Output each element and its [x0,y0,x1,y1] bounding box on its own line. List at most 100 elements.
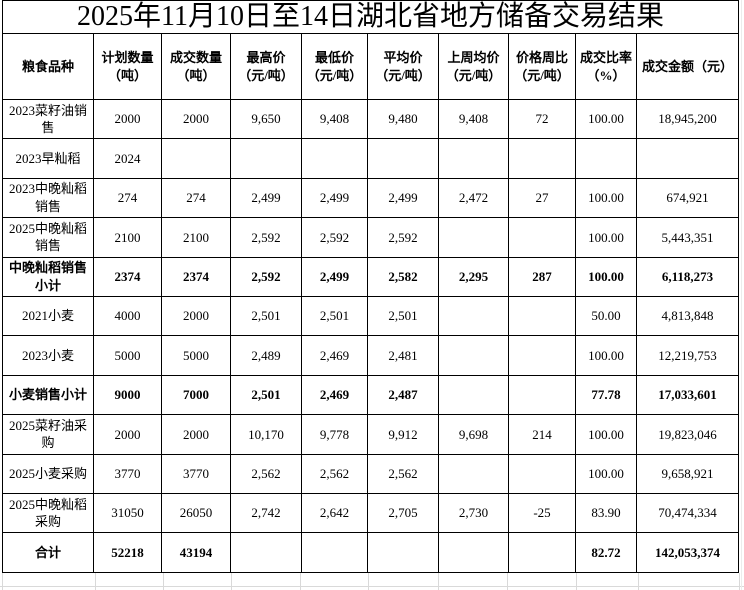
value-cell[interactable]: 2,562 [367,453,439,494]
variety-cell[interactable]: 2025中晚籼稻 采购 [2,492,94,534]
variety-cell[interactable]: 2025中晚籼稻 销售 [2,217,94,258]
value-cell[interactable]: 70,474,334 [636,492,739,534]
column-header[interactable]: 成交比率 （%） [575,33,637,100]
value-cell[interactable]: 2,501 [230,374,302,416]
variety-cell[interactable]: 2023菜籽油销 售 [2,98,94,140]
table-title[interactable]: 2025年11月10日至14日湖北省地方储备交易结果 [2,0,739,33]
column-header[interactable]: 平均价 （元/吨） [367,33,439,100]
variety-cell[interactable]: 2025小麦采购 [2,453,94,494]
variety-cell[interactable]: 合计 [2,532,94,573]
column-header[interactable]: 最低价 （元/吨） [301,33,368,100]
value-cell[interactable] [508,138,576,179]
value-cell[interactable]: 2000 [161,295,231,337]
value-cell[interactable]: 12,219,753 [636,335,739,376]
value-cell[interactable]: 18,945,200 [636,98,739,140]
value-cell[interactable]: 9,650 [230,98,302,140]
value-cell[interactable] [508,217,576,258]
column-header[interactable]: 价格周比 （元/吨） [508,33,576,100]
value-cell[interactable]: 2000 [161,414,231,455]
value-cell[interactable]: 2100 [161,217,231,258]
value-cell[interactable] [438,295,509,337]
column-header[interactable]: 粮食品种 [2,33,94,100]
value-cell[interactable]: 2,582 [367,256,439,297]
value-cell[interactable]: 4000 [93,295,162,337]
value-cell[interactable] [438,217,509,258]
value-cell[interactable]: 52218 [93,532,162,573]
value-cell[interactable]: 2,481 [367,335,439,376]
value-cell[interactable]: 2,592 [301,217,368,258]
column-header[interactable]: 上周均价 （元/吨） [438,33,509,100]
value-cell[interactable] [367,138,439,179]
value-cell[interactable]: 2,487 [367,374,439,416]
value-cell[interactable]: 2000 [93,98,162,140]
value-cell[interactable]: 31050 [93,492,162,534]
value-cell[interactable]: 2,592 [367,217,439,258]
value-cell[interactable]: 2,499 [301,177,368,219]
value-cell[interactable] [301,138,368,179]
value-cell[interactable]: 2000 [161,98,231,140]
variety-cell[interactable]: 小麦销售小计 [2,374,94,416]
value-cell[interactable] [230,532,302,573]
value-cell[interactable]: 100.00 [575,414,637,455]
value-cell[interactable]: 2,501 [367,295,439,337]
value-cell[interactable] [438,335,509,376]
value-cell[interactable]: 82.72 [575,532,637,573]
value-cell[interactable]: 2,295 [438,256,509,297]
value-cell[interactable]: 2,501 [230,295,302,337]
value-cell[interactable]: 2,469 [301,374,368,416]
value-cell[interactable]: 2,562 [230,453,302,494]
value-cell[interactable] [508,374,576,416]
value-cell[interactable] [575,138,637,179]
value-cell[interactable]: 2,742 [230,492,302,534]
value-cell[interactable]: 2374 [93,256,162,297]
value-cell[interactable] [367,532,439,573]
value-cell[interactable]: 19,823,046 [636,414,739,455]
value-cell[interactable]: 287 [508,256,576,297]
value-cell[interactable]: 2000 [93,414,162,455]
value-cell[interactable] [438,453,509,494]
variety-cell[interactable]: 2023早籼稻 [2,138,94,179]
column-header[interactable]: 成交金额（元） [636,33,739,100]
value-cell[interactable]: 2,705 [367,492,439,534]
value-cell[interactable]: 2,592 [230,256,302,297]
value-cell[interactable]: 2,499 [301,256,368,297]
value-cell[interactable]: 9,480 [367,98,439,140]
value-cell[interactable] [301,532,368,573]
column-header[interactable]: 最高价 （元/吨） [230,33,302,100]
value-cell[interactable]: 10,170 [230,414,302,455]
value-cell[interactable]: 2,472 [438,177,509,219]
column-header[interactable]: 计划数量 （吨） [93,33,162,100]
value-cell[interactable]: 100.00 [575,98,637,140]
value-cell[interactable]: 100.00 [575,453,637,494]
value-cell[interactable]: 9000 [93,374,162,416]
value-cell[interactable]: 9,698 [438,414,509,455]
value-cell[interactable]: 100.00 [575,335,637,376]
value-cell[interactable]: 9,912 [367,414,439,455]
value-cell[interactable]: 27 [508,177,576,219]
value-cell[interactable]: 7000 [161,374,231,416]
value-cell[interactable]: 9,408 [301,98,368,140]
value-cell[interactable]: 100.00 [575,217,637,258]
variety-cell[interactable]: 2025菜籽油采 购 [2,414,94,455]
value-cell[interactable]: 17,033,601 [636,374,739,416]
variety-cell[interactable]: 2023小麦 [2,335,94,376]
value-cell[interactable]: 142,053,374 [636,532,739,573]
value-cell[interactable]: 2,499 [230,177,302,219]
value-cell[interactable]: 2,499 [367,177,439,219]
value-cell[interactable] [508,453,576,494]
value-cell[interactable]: 3770 [93,453,162,494]
value-cell[interactable]: 274 [161,177,231,219]
value-cell[interactable]: 2,592 [230,217,302,258]
value-cell[interactable] [230,138,302,179]
value-cell[interactable]: 2,489 [230,335,302,376]
value-cell[interactable]: 100.00 [575,177,637,219]
variety-cell[interactable]: 中晚籼稻销售 小计 [2,256,94,297]
value-cell[interactable] [438,532,509,573]
value-cell[interactable]: 83.90 [575,492,637,534]
value-cell[interactable]: 674,921 [636,177,739,219]
value-cell[interactable]: 77.78 [575,374,637,416]
value-cell[interactable]: 2,501 [301,295,368,337]
value-cell[interactable]: 5000 [161,335,231,376]
value-cell[interactable]: -25 [508,492,576,534]
value-cell[interactable]: 2,469 [301,335,368,376]
